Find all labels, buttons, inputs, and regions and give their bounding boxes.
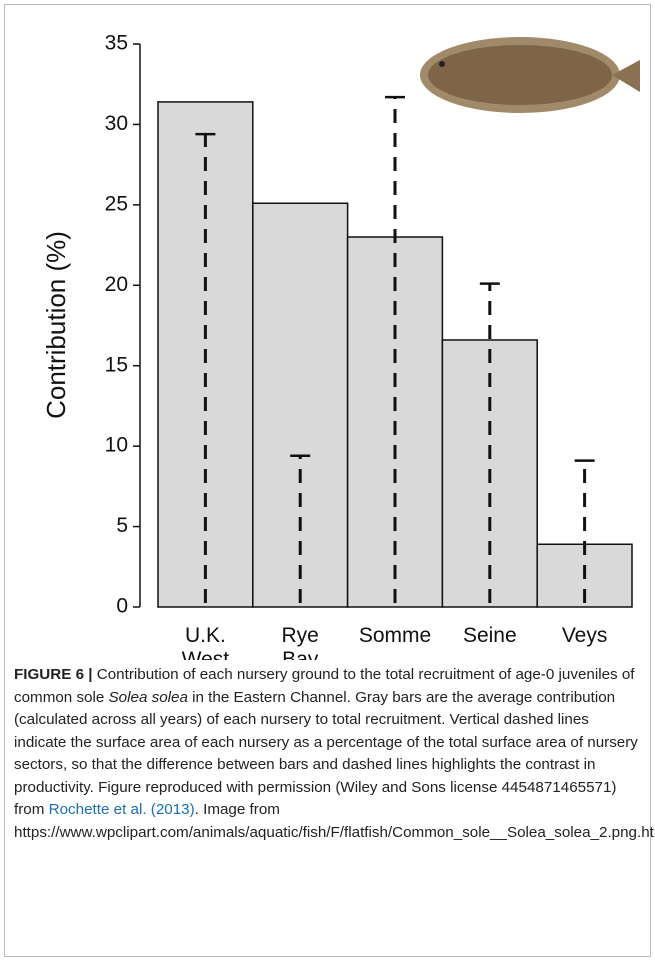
- y-tick-label: 0: [116, 595, 128, 618]
- caption: FIGURE 6 | Contribution of each nursery …: [14, 664, 655, 844]
- caption-label: FIGURE 6 |: [14, 666, 93, 683]
- caption-text: Contribution of each nursery ground to t…: [14, 666, 635, 706]
- figure-frame: [4, 4, 651, 957]
- x-tick-label: Seine: [463, 624, 517, 647]
- y-tick-label: 30: [105, 112, 128, 135]
- y-axis-label: Contribution (%): [41, 231, 71, 419]
- y-tick-label: 20: [105, 273, 128, 296]
- x-tick-label: Veys: [562, 624, 608, 647]
- caption-link[interactable]: Rochette et al. (2013): [48, 801, 195, 818]
- caption-text: . Image from https://www.wpclipart.com/a…: [14, 801, 655, 841]
- caption-species: Solea solea: [108, 688, 188, 706]
- caption-text: in the Eastern Channel. Gray bars are th…: [14, 688, 638, 819]
- y-tick-label: 5: [116, 514, 128, 537]
- chart: Contribution (%) 0 5 10 15 20 25 30 35 U.K. West R…: [41, 32, 640, 660]
- y-tick-label: 15: [105, 353, 128, 376]
- y-tick-label: 35: [105, 32, 128, 55]
- x-tick-label: U.K. West: [182, 624, 230, 660]
- x-tick-label: Somme: [359, 624, 431, 647]
- x-tick-label: Rye Bay: [282, 624, 319, 660]
- fish-illustration: [420, 37, 640, 113]
- y-tick-label: 10: [105, 434, 128, 457]
- bar: [252, 202, 349, 608]
- y-tick-label: 25: [105, 192, 128, 215]
